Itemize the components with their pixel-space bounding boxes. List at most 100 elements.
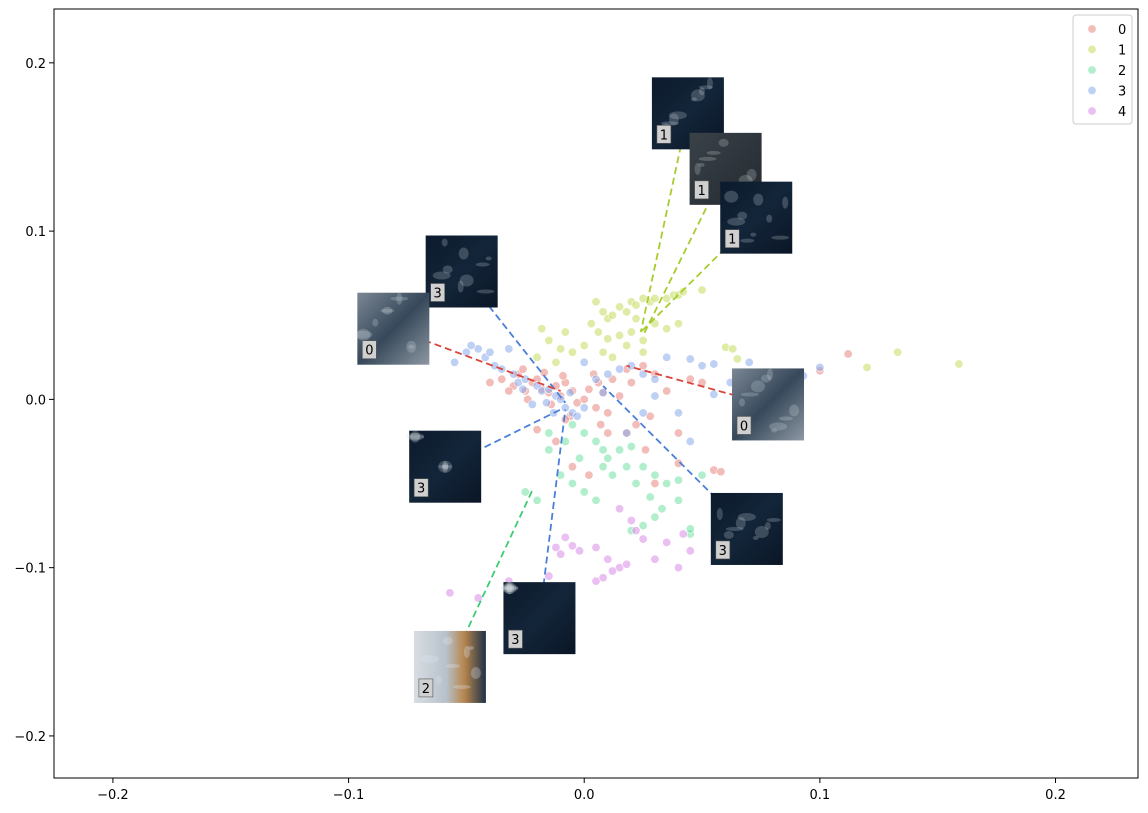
- point-class-2: [622, 462, 632, 472]
- cloud-texture: [452, 684, 471, 689]
- point-class-4: [445, 588, 455, 598]
- point-class-3: [685, 354, 695, 364]
- cloud-texture: [408, 344, 415, 349]
- cloud-texture: [475, 262, 490, 267]
- point-class-1: [560, 327, 570, 337]
- x-tick-label: 0.2: [1045, 788, 1066, 803]
- point-class-3: [662, 352, 672, 362]
- cloud-texture: [459, 274, 474, 287]
- legend-marker: [1087, 86, 1097, 96]
- point-class-1: [567, 347, 577, 357]
- point-class-2: [615, 445, 625, 455]
- point-class-1: [591, 297, 601, 307]
- point-class-1: [598, 347, 608, 357]
- point-class-2: [607, 470, 617, 480]
- cloud-texture: [741, 392, 760, 397]
- point-class-0: [558, 371, 568, 381]
- cloud-texture: [698, 162, 705, 167]
- connector-line: [639, 113, 689, 333]
- cloud-texture: [698, 85, 713, 90]
- point-class-0: [626, 378, 636, 388]
- point-class-4: [622, 559, 632, 569]
- point-class-0: [591, 403, 601, 413]
- thumbnail-3: 3: [406, 430, 482, 503]
- cloud-texture: [735, 516, 746, 529]
- point-class-4: [673, 563, 683, 573]
- point-class-1: [532, 352, 542, 362]
- plot-frame: [53, 8, 1139, 779]
- thumbnail-label: 3: [434, 287, 442, 302]
- point-class-2: [638, 521, 648, 531]
- thumbnail-label-box: [413, 478, 429, 497]
- point-class-1: [586, 319, 596, 329]
- thumbnail-label-box: [362, 340, 377, 360]
- thumbnail-label-box: [656, 125, 672, 144]
- point-class-1: [631, 300, 641, 310]
- point-class-3: [572, 411, 582, 421]
- point-class-3: [579, 403, 589, 413]
- point-class-1: [603, 334, 613, 344]
- cloud-texture: [410, 430, 421, 443]
- point-class-1: [544, 335, 554, 345]
- thumbnail-label: 0: [365, 344, 373, 359]
- point-class-1: [593, 327, 603, 337]
- point-class-4: [631, 526, 641, 536]
- cloud-texture: [406, 340, 417, 353]
- cloud-texture: [694, 162, 701, 175]
- point-class-2: [645, 492, 655, 502]
- cloud-texture: [502, 586, 517, 591]
- y-tick-label: 0.2: [25, 57, 46, 72]
- cloud-texture: [470, 666, 481, 679]
- cloud-texture: [771, 235, 790, 240]
- cloud-texture: [506, 586, 513, 591]
- thumbnail-3: 3: [500, 582, 576, 655]
- point-class-2: [575, 453, 585, 463]
- cloud-texture: [690, 89, 705, 102]
- cloud-texture: [442, 464, 449, 469]
- point-class-0: [567, 462, 577, 472]
- cloud-texture: [382, 306, 393, 315]
- point-class-2: [579, 487, 589, 497]
- point-class-3: [622, 428, 632, 438]
- legend-box: [1072, 14, 1133, 125]
- cloud-texture: [504, 582, 515, 595]
- cloud-texture: [435, 675, 442, 684]
- point-class-2: [598, 445, 608, 455]
- point-class-3: [591, 374, 601, 384]
- thumbnail-label-box: [736, 416, 752, 435]
- point-class-3: [697, 361, 707, 371]
- cloud-texture: [406, 434, 425, 439]
- x-tick-label: 0.0: [574, 788, 595, 803]
- thumbnail-label-box: [715, 540, 731, 560]
- point-class-1: [678, 287, 688, 297]
- cloud-texture: [750, 232, 757, 237]
- cloud-texture: [380, 308, 395, 313]
- cloud-texture: [723, 530, 734, 539]
- point-class-2: [673, 495, 683, 505]
- y-tick-label: 0.1: [25, 225, 46, 240]
- cloud-texture: [500, 584, 519, 593]
- cloud-texture: [476, 289, 495, 294]
- y-tick-label: −0.1: [14, 562, 46, 577]
- point-class-2: [657, 504, 667, 514]
- connector-line: [642, 168, 727, 336]
- point-class-0: [615, 391, 625, 401]
- point-class-4: [607, 566, 617, 576]
- point-class-3: [450, 357, 460, 367]
- point-class-3: [650, 374, 660, 384]
- point-class-3: [638, 408, 648, 418]
- thumbnail-0: 0: [354, 292, 430, 365]
- cloud-texture: [751, 380, 766, 393]
- point-class-0: [596, 420, 606, 430]
- point-class-2: [598, 462, 608, 472]
- point-class-1: [626, 327, 636, 337]
- point-class-2: [697, 470, 707, 480]
- point-class-3: [565, 388, 575, 398]
- cloud-texture: [752, 535, 759, 540]
- cloud-texture: [668, 111, 687, 120]
- point-class-1: [728, 344, 738, 354]
- point-class-3: [509, 369, 519, 379]
- thumbnail-3: 3: [710, 492, 783, 565]
- point-class-0: [532, 425, 542, 435]
